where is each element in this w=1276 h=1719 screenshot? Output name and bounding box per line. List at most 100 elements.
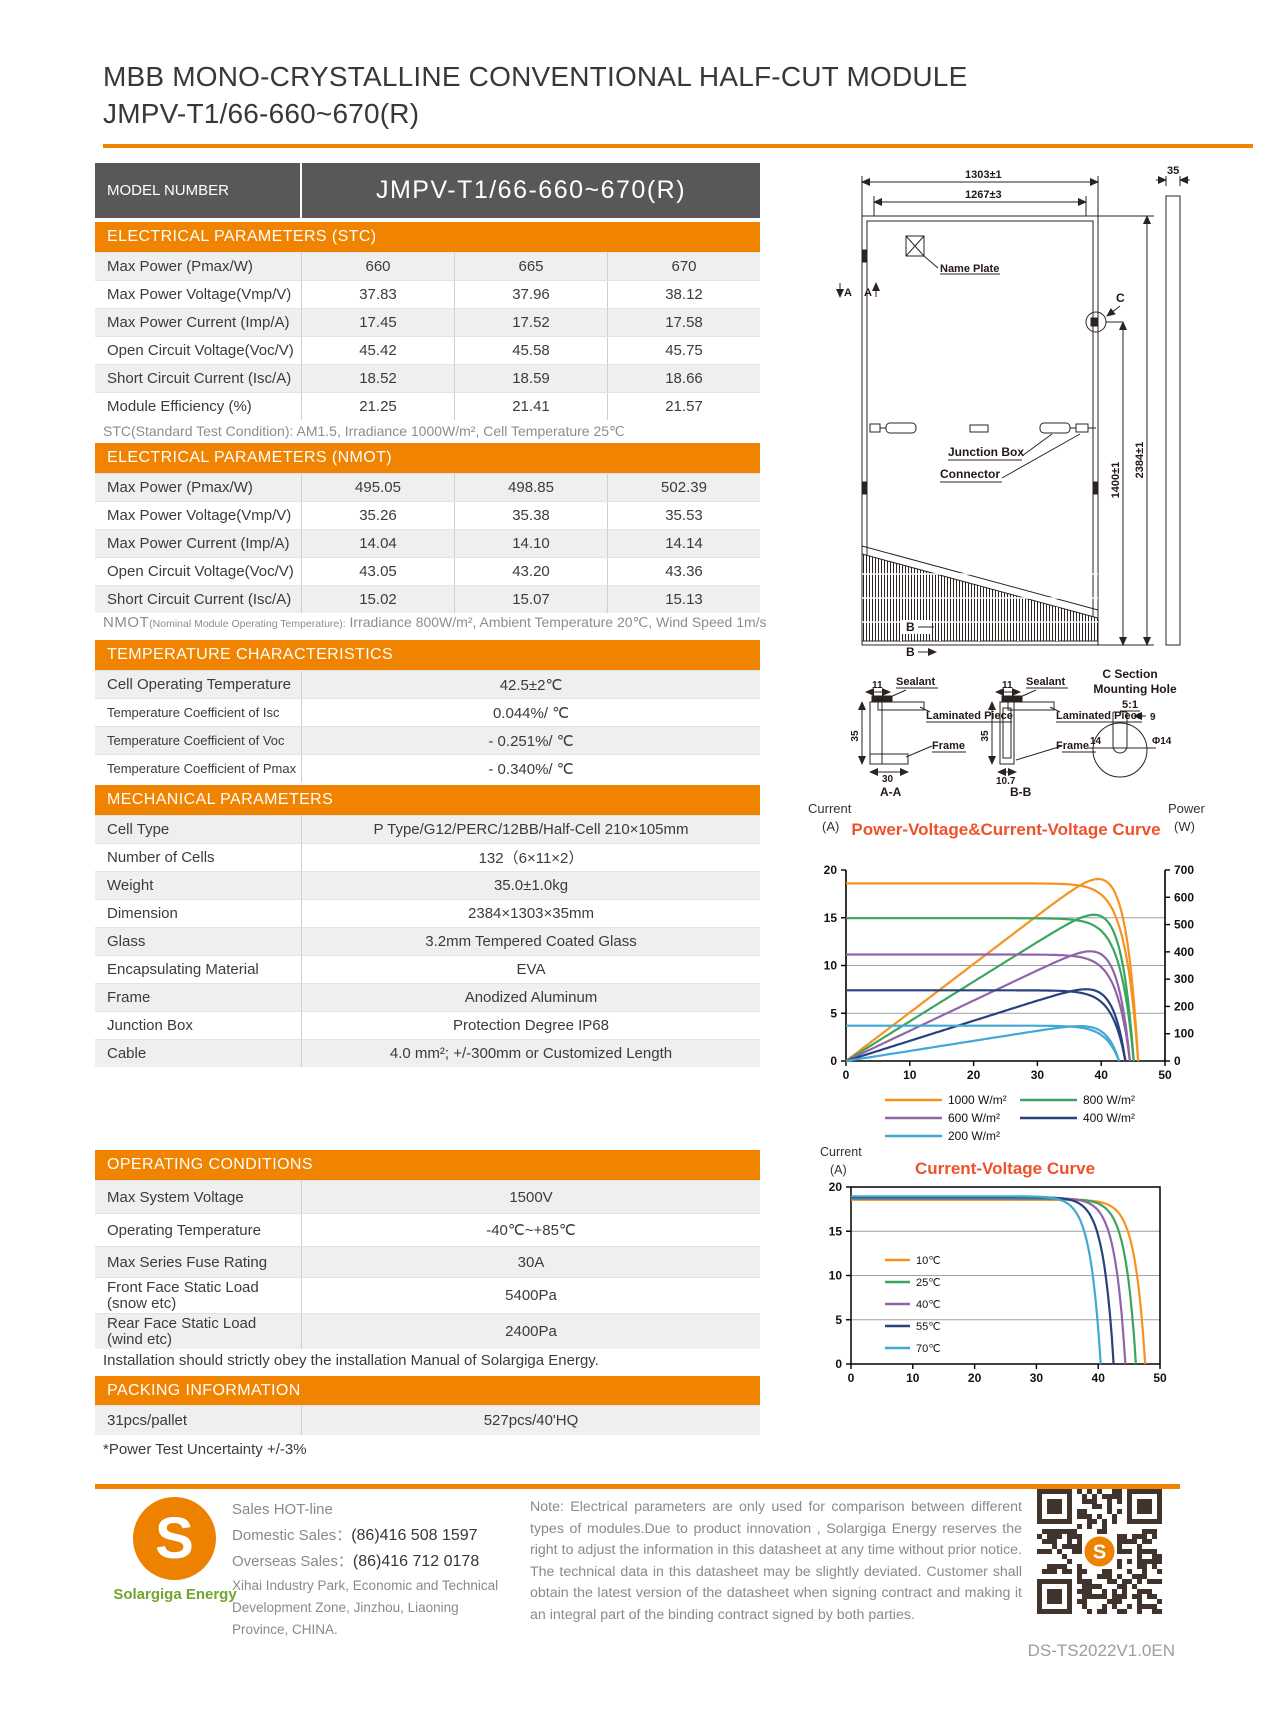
svg-text:10: 10 <box>906 1371 920 1385</box>
table-row: Dimension 2384×1303×35mm <box>95 899 760 927</box>
junction-box-symbols <box>869 422 1096 483</box>
address-line: Development Zone, Jinzhou, Liaoning <box>232 1600 459 1615</box>
table-row: Short Circuit Current (Isc/A) 18.52 18.59 1… <box>95 364 760 392</box>
svg-text:600: 600 <box>1174 890 1194 904</box>
temperature-section: TEMPERATURE CHARACTERISTICS Cell Operati… <box>95 640 760 782</box>
svg-text:30: 30 <box>1031 1068 1045 1082</box>
svg-text:C Section: C Section <box>1102 667 1157 681</box>
svg-text:20: 20 <box>968 1371 982 1385</box>
svg-text:10.7: 10.7 <box>996 776 1016 787</box>
table-row: Weight 35.0±1.0kg <box>95 871 760 899</box>
svg-text:0: 0 <box>830 1054 837 1068</box>
dim-width-inner: 1267±3 <box>965 189 1002 201</box>
dim-thickness: 35 <box>1167 165 1179 177</box>
svg-text:Laminated Piece: Laminated Piece <box>926 710 1013 722</box>
packing-header: PACKING INFORMATION <box>95 1376 760 1405</box>
section-b-b <box>988 687 1142 776</box>
table-row: Glass 3.2mm Tempered Coated Glass <box>95 927 760 955</box>
svg-text:400: 400 <box>1174 945 1194 959</box>
svg-text:25℃: 25℃ <box>916 1277 941 1289</box>
table-row: Temperature Coefficient of Isc 0.044%/ ℃ <box>95 698 760 726</box>
chart2-left-axis-label: Current <box>820 1145 862 1159</box>
svg-text:40: 40 <box>1092 1371 1106 1385</box>
svg-text:C: C <box>1116 291 1125 305</box>
svg-text:20: 20 <box>824 863 838 877</box>
name-plate-symbol <box>905 235 1000 275</box>
chart1-right-axis-label: Power <box>1168 801 1206 816</box>
svg-text:10: 10 <box>824 959 838 973</box>
domestic-sales-line: Domestic Sales：(86)416 508 1597 <box>232 1527 478 1544</box>
junction-box-label: Junction Box <box>948 445 1024 459</box>
table-row: Open Circuit Voltage(Voc/V) 43.05 43.20 43.… <box>95 557 760 585</box>
model-number-bar: MODEL NUMBER JMPV-T1/66-660~670(R) <box>95 163 760 218</box>
table-row: Max Power Voltage(Vmp/V) 37.83 37.96 38.12 <box>95 280 760 308</box>
nmot-header: ELECTRICAL PARAMETERS (NMOT) <box>95 443 760 473</box>
svg-text:Laminated Piece: Laminated Piece <box>1056 710 1143 722</box>
svg-text:20: 20 <box>829 1180 843 1194</box>
table-row: Max Power Current (Imp/A) 17.45 17.52 17.58 <box>95 308 760 336</box>
table-row: Max Power Current (Imp/A) 14.04 14.10 14.14 <box>95 529 760 557</box>
table-row: Open Circuit Voltage(Voc/V) 45.42 45.58 45.… <box>95 336 760 364</box>
table-row: Temperature Coefficient of Pmax - 0.340%/… <box>95 754 760 782</box>
svg-text:B: B <box>906 645 915 659</box>
operating-header: OPERATING CONDITIONS <box>95 1150 760 1180</box>
svg-text:10: 10 <box>903 1068 917 1082</box>
svg-text:70℃: 70℃ <box>916 1343 941 1355</box>
svg-text:200: 200 <box>1174 999 1194 1013</box>
svg-text:Frame: Frame <box>1056 740 1089 752</box>
table-row: Max Power (Pmax/W) 495.05 498.85 502.39 <box>95 473 760 501</box>
svg-text:A: A <box>864 287 872 299</box>
page-title-line2: JMPV-T1/66-660~670(R) <box>103 98 420 129</box>
svg-text:Frame: Frame <box>932 740 965 752</box>
stc-section: ELECTRICAL PARAMETERS (STC) Max Power (P… <box>95 222 760 420</box>
address-line: Province, CHINA. <box>232 1622 338 1637</box>
svg-text:9: 9 <box>1150 712 1156 723</box>
svg-text:30: 30 <box>1030 1371 1044 1385</box>
pv-iv-curve-chart: Current (A) Power-Voltage&Current-Voltag… <box>808 801 1206 1143</box>
address-line: Xihai Industry Park, Economic and Techni… <box>232 1578 499 1593</box>
svg-text:55℃: 55℃ <box>916 1321 941 1333</box>
stc-header: ELECTRICAL PARAMETERS (STC) <box>95 222 760 252</box>
table-row: Cable 4.0 mm²; +/-300mm or Customized Len… <box>95 1039 760 1067</box>
footer-divider <box>95 1484 1180 1489</box>
module-technical-drawing: 1303±1 1267±3 35 1400±1 2384±1 Name Plat… <box>836 165 1190 799</box>
svg-text:200 W/m²: 200 W/m² <box>948 1129 1000 1143</box>
document-code: DS-TS2022V1.0EN <box>1027 1641 1175 1660</box>
mechanical-header: MECHANICAL PARAMETERS <box>95 785 760 815</box>
svg-text:(A): (A) <box>822 819 839 834</box>
table-row: Cell Operating Temperature 42.5±2℃ <box>95 670 760 698</box>
svg-text:35: 35 <box>850 730 861 742</box>
section-a-a <box>858 687 1012 776</box>
table-row: Operating Temperature -40℃~+85℃ <box>95 1213 760 1246</box>
svg-text:A-A: A-A <box>880 785 902 799</box>
page-title-line1: MBB MONO-CRYSTALLINE CONVENTIONAL HALF-C… <box>103 61 968 92</box>
svg-text:0: 0 <box>843 1068 850 1082</box>
svg-text:0: 0 <box>848 1371 855 1385</box>
svg-text:30: 30 <box>882 774 894 785</box>
svg-text:15: 15 <box>824 911 838 925</box>
svg-text:500: 500 <box>1174 918 1194 932</box>
svg-text:700: 700 <box>1174 863 1194 877</box>
hotline-label: Sales HOT-line <box>232 1501 333 1518</box>
svg-text:5: 5 <box>830 1006 837 1020</box>
svg-text:S: S <box>1093 1542 1106 1564</box>
svg-text:10℃: 10℃ <box>916 1255 941 1267</box>
svg-text:B-B: B-B <box>1010 785 1032 799</box>
svg-text:35: 35 <box>980 730 991 742</box>
table-row: 31pcs/pallet 527pcs/40'HQ <box>95 1405 760 1435</box>
table-row: Short Circuit Current (Isc/A) 15.02 15.07 1… <box>95 585 760 613</box>
section-c-mounting-hole <box>1088 710 1156 778</box>
panel-front-view <box>861 215 1099 646</box>
svg-text:400 W/m²: 400 W/m² <box>1083 1111 1135 1125</box>
qr-code: S <box>1037 1489 1162 1614</box>
svg-text:11: 11 <box>1002 680 1013 691</box>
svg-text:300: 300 <box>1174 972 1194 986</box>
temperature-header: TEMPERATURE CHARACTERISTICS <box>95 640 760 670</box>
panel-side-view <box>1156 176 1190 646</box>
table-row: Cell Type P Type/G12/PERC/12BB/Half-Cell … <box>95 815 760 843</box>
title-divider <box>103 144 1253 148</box>
svg-text:1000 W/m²: 1000 W/m² <box>948 1093 1007 1107</box>
svg-text:Sealant: Sealant <box>1026 676 1065 688</box>
svg-text:5: 5 <box>835 1313 842 1327</box>
